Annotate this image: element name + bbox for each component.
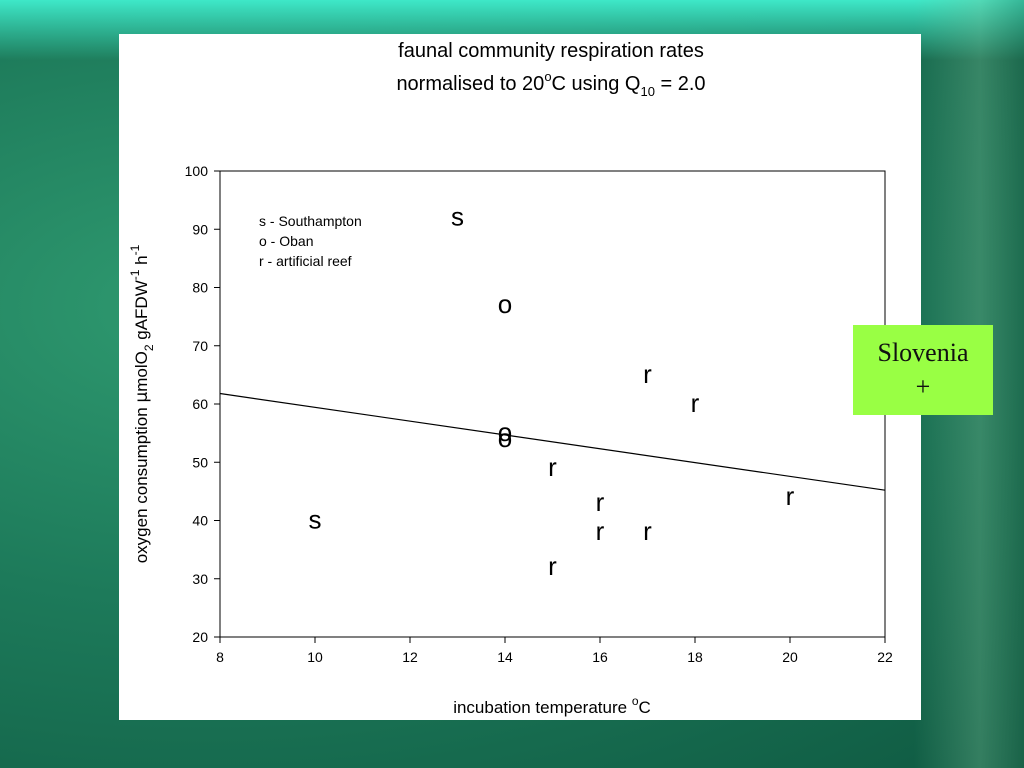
y-tick-label: 80 xyxy=(192,280,208,296)
chart-title-line2: normalised to 20oC using Q10 = 2.0 xyxy=(396,69,705,99)
y-tick-label: 40 xyxy=(192,513,208,529)
data-point-r: r xyxy=(786,481,795,511)
x-tick-label: 16 xyxy=(592,649,608,665)
y-tick-label: 20 xyxy=(192,629,208,645)
data-point-r: r xyxy=(643,359,652,389)
legend-item-southampton: s - Southampton xyxy=(259,213,362,229)
y-tick-label: 100 xyxy=(185,163,209,179)
data-point-r: r xyxy=(691,388,700,418)
slovenia-label: Slovenia xyxy=(877,338,969,367)
x-tick-label: 12 xyxy=(402,649,418,665)
legend-item-oban: o - Oban xyxy=(259,233,313,249)
x-tick-label: 20 xyxy=(782,649,798,665)
y-tick-label: 70 xyxy=(192,338,208,354)
ticks: 8 10 12 14 16 18 20 22 20 30 40 50 60 70 80 90 100 xyxy=(185,163,893,665)
data-point-r: r xyxy=(548,452,557,482)
x-tick-label: 22 xyxy=(877,649,893,665)
data-point-r: r xyxy=(548,551,557,581)
chart-title-line1: faunal community respiration rates xyxy=(398,40,704,62)
data-point-r: r xyxy=(596,487,605,517)
y-axis-label: oxygen consumption μmolO2 gAFDW-1 h-1 xyxy=(128,244,156,563)
y-tick-label: 60 xyxy=(192,396,208,412)
data-point-o: o xyxy=(498,289,512,319)
chart-panel xyxy=(119,34,921,720)
slovenia-plus: + xyxy=(915,372,931,401)
data-point-o: o xyxy=(498,423,512,453)
legend-item-artificial-reef: r - artificial reef xyxy=(259,253,352,269)
slovenia-label-box: Slovenia + xyxy=(853,325,993,415)
y-tick-label: 30 xyxy=(192,571,208,587)
y-tick-label: 50 xyxy=(192,454,208,470)
data-point-r: r xyxy=(643,516,652,546)
data-point-o: o xyxy=(498,417,512,447)
x-tick-label: 10 xyxy=(307,649,323,665)
x-axis-label: incubation temperature oC xyxy=(453,694,651,717)
fit-line xyxy=(219,392,886,491)
data-point-s: s xyxy=(451,202,464,232)
legend: s - Southampton o - Oban r - artificial … xyxy=(259,213,362,269)
x-tick-label: 14 xyxy=(497,649,513,665)
x-tick-label: 8 xyxy=(216,649,224,665)
data-point-s: s xyxy=(309,505,322,535)
x-tick-label: 18 xyxy=(687,649,703,665)
y-tick-label: 90 xyxy=(192,221,208,237)
data-point-r: r xyxy=(596,516,605,546)
fit-line-group xyxy=(219,392,886,491)
